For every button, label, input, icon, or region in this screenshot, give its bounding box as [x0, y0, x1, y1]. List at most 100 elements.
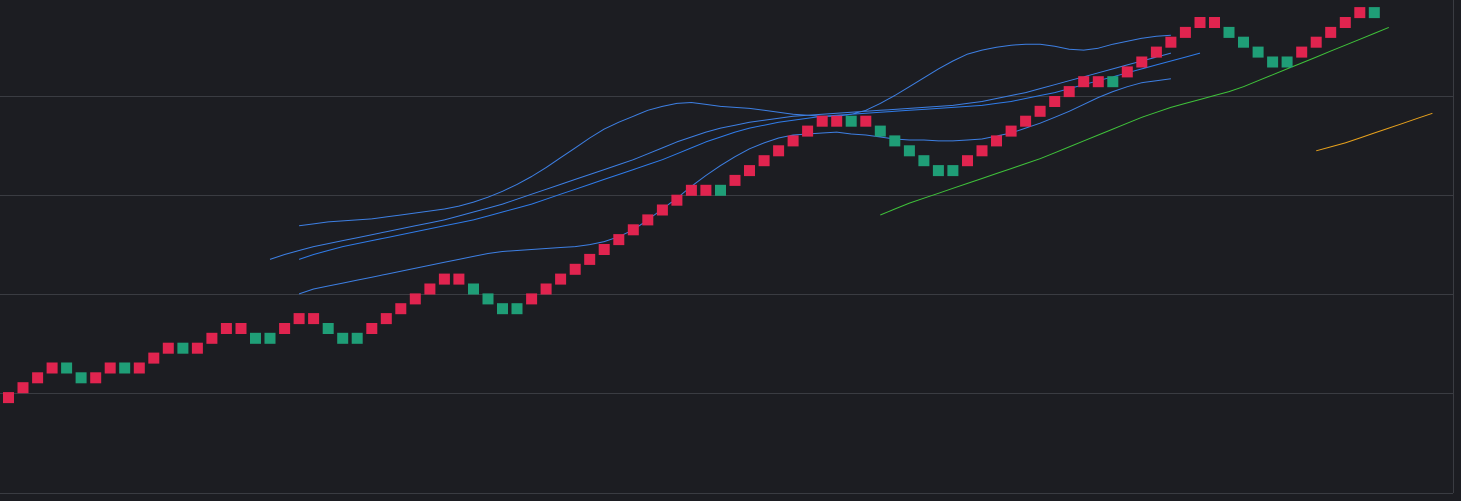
renko-brick-up: [409, 293, 421, 305]
renko-brick-up: [133, 362, 145, 374]
renko-brick-up: [148, 352, 160, 364]
renko-brick-up: [438, 273, 450, 285]
renko-brick-up: [1325, 26, 1337, 38]
renko-brick-up: [1296, 46, 1308, 58]
renko-brick-up: [220, 323, 232, 334]
renko-brick-down: [351, 332, 363, 344]
renko-brick-down: [1107, 76, 1119, 88]
renko-brick-up: [1049, 96, 1061, 107]
renko-brick-up: [598, 244, 610, 255]
renko-brick-up: [526, 293, 538, 305]
renko-brick-down: [497, 303, 508, 315]
renko-brick-down: [947, 165, 959, 177]
renko-brick-up: [787, 135, 799, 147]
bb-middle-line: [269, 52, 1172, 260]
renko-brick-up: [729, 174, 741, 186]
renko-brick-up: [1194, 17, 1206, 28]
renko-brick-up: [1165, 36, 1177, 48]
renko-brick-up: [860, 115, 872, 127]
renko-brick-down: [874, 125, 886, 137]
renko-brick-down: [337, 332, 349, 344]
renko-brick-up: [700, 184, 712, 196]
renko-brick-up: [395, 303, 407, 315]
renko-brick-down: [468, 283, 479, 295]
renko-brick-up: [540, 283, 552, 295]
ma-fast-line: [298, 52, 1201, 260]
ma-medium-line: [880, 26, 1389, 216]
renko-brick-down: [250, 332, 261, 344]
renko-brick-down: [61, 362, 73, 374]
renko-brick-up: [584, 253, 596, 265]
renko-brick-up: [758, 155, 770, 167]
renko-brick-up: [1121, 66, 1133, 78]
renko-brick-up: [32, 372, 44, 384]
renko-brick-down: [1368, 7, 1380, 19]
renko-brick-up: [3, 392, 14, 404]
renko-brick-down: [1267, 56, 1279, 68]
bb-lower-line: [298, 78, 1171, 295]
renko-brick-up: [1339, 17, 1351, 28]
renko-brick-up: [424, 283, 436, 295]
renko-brick-up: [1136, 56, 1148, 68]
renko-brick-up: [991, 135, 1002, 147]
renko-brick-down: [903, 145, 915, 157]
renko-brick-down: [264, 332, 276, 344]
renko-brick-up: [104, 362, 116, 374]
renko-brick-down: [119, 362, 131, 374]
renko-brick-up: [1150, 46, 1162, 58]
renko-brick-down: [1223, 26, 1235, 38]
renko-brick-up: [642, 214, 654, 226]
renko-brick-up: [1005, 125, 1017, 137]
bb-upper-line: [299, 34, 1171, 227]
renko-brick-up: [627, 224, 639, 236]
renko-brick-down: [1238, 36, 1249, 48]
renko-brick-up: [1020, 115, 1032, 127]
renko-brick-up: [235, 323, 247, 334]
renko-brick-down: [511, 303, 523, 315]
renko-brick-up: [613, 234, 625, 246]
renko-brick-down: [177, 342, 189, 354]
renko-brick-up: [976, 145, 988, 157]
renko-brick-up: [191, 342, 203, 354]
renko-brick-up: [366, 323, 378, 334]
renko-brick-down: [1252, 46, 1264, 58]
renko-brick-down: [932, 165, 944, 177]
renko-brick-up: [1354, 7, 1366, 19]
renko-brick-up: [293, 313, 305, 325]
renko-brick-up: [308, 313, 320, 325]
renko-brick-up: [802, 125, 814, 137]
renko-brick-up: [962, 155, 973, 167]
renko-brick-down: [845, 115, 857, 127]
renko-brick-up: [279, 323, 291, 334]
renko-brick-down: [1281, 56, 1293, 68]
renko-brick-up: [1078, 76, 1090, 88]
renko-brick-up: [1209, 17, 1220, 28]
renko-brick-up: [90, 372, 102, 384]
renko-brick-up: [1034, 105, 1046, 117]
renko-brick-down: [482, 293, 494, 305]
renko-brick-up: [380, 313, 392, 325]
renko-brick-up: [453, 273, 465, 285]
renko-brick-up: [744, 165, 755, 177]
renko-brick-up: [773, 145, 785, 157]
renko-brick-up: [656, 204, 668, 216]
renko-brick-up: [1179, 26, 1191, 38]
renko-brick-down: [715, 184, 726, 196]
renko-brick-up: [17, 382, 29, 394]
renko-brick-up: [46, 362, 58, 374]
renko-brick-up: [1310, 36, 1322, 48]
renko-brick-up: [1063, 86, 1075, 98]
renko-brick-up: [555, 273, 567, 285]
renko-brick-down: [889, 135, 901, 147]
renko-brick-up: [671, 194, 683, 206]
renko-brick-up: [1092, 76, 1104, 88]
renko-brick-up: [206, 332, 218, 344]
renko-brick-up: [685, 184, 697, 196]
renko-brick-up: [569, 263, 581, 275]
renko-bricks: [3, 7, 1380, 404]
renko-brick-down: [322, 323, 334, 334]
renko-brick-up: [831, 115, 843, 127]
